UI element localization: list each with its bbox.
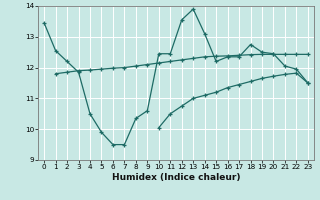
X-axis label: Humidex (Indice chaleur): Humidex (Indice chaleur) [112,173,240,182]
